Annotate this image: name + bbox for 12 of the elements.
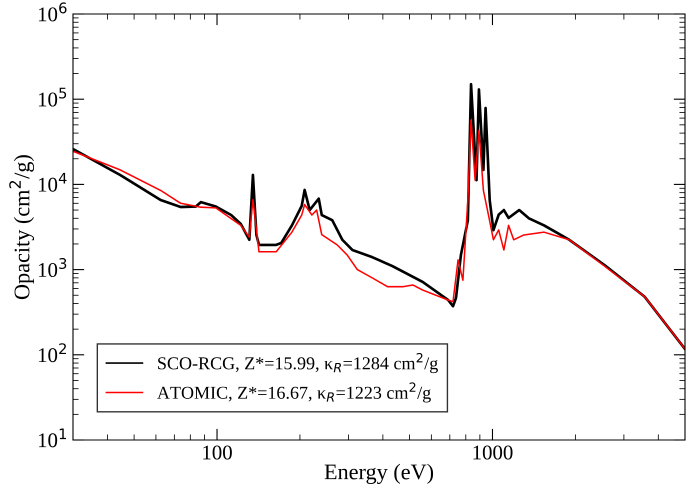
- y-tick-label: 10$^{4}$: [38, 172, 67, 192]
- y-tick-label: 10$^{6}$: [38, 2, 66, 22]
- x-tick-label: 100: [203, 445, 232, 460]
- y-axis-title: Opacity (cm$^{2}$/g): [9, 155, 34, 300]
- x-tick-label: 1000: [473, 445, 513, 460]
- legend-label: ATOMIC, Z*=16.67, κ$_{R}$=1223 cm$^{2}$/g: [157, 382, 431, 403]
- y-tick-label: 10$^{1}$: [38, 428, 66, 448]
- x-axis-title: Energy (eV): [324, 464, 434, 484]
- y-tick-label: 10$^{5}$: [38, 88, 66, 107]
- y-tick-label: 10$^{3}$: [38, 258, 66, 278]
- y-tick-label: 10$^{2}$: [38, 343, 66, 362]
- legend-label: SCO-RCG, Z*=15.99, κ$_{R}$=1284 cm$^{2}$/g: [158, 352, 438, 374]
